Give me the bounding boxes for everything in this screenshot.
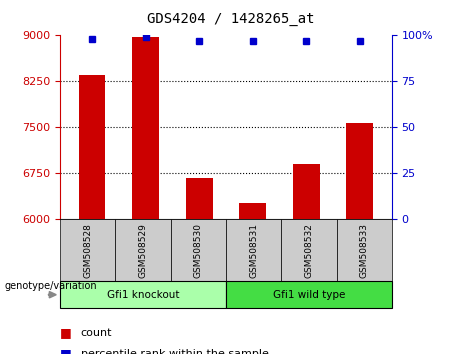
Text: GDS4204 / 1428265_at: GDS4204 / 1428265_at: [147, 12, 314, 27]
Text: GSM508528: GSM508528: [83, 223, 92, 278]
Bar: [79, 75, 106, 219]
Bar: [346, 122, 373, 219]
Bar: [132, 36, 159, 219]
Text: percentile rank within the sample: percentile rank within the sample: [81, 349, 269, 354]
Text: GSM508532: GSM508532: [304, 223, 313, 278]
Bar: [186, 178, 213, 219]
Text: Gfi1 wild type: Gfi1 wild type: [273, 290, 345, 300]
Text: count: count: [81, 328, 112, 338]
Text: Gfi1 knockout: Gfi1 knockout: [106, 290, 179, 300]
Text: GSM508529: GSM508529: [138, 223, 148, 278]
Text: genotype/variation: genotype/variation: [5, 281, 97, 291]
Bar: [239, 203, 266, 219]
Text: ■: ■: [60, 326, 71, 339]
Text: GSM508533: GSM508533: [360, 223, 369, 278]
Text: GSM508531: GSM508531: [249, 223, 258, 278]
Bar: [293, 164, 319, 219]
Text: GSM508530: GSM508530: [194, 223, 203, 278]
Text: ■: ■: [60, 348, 71, 354]
